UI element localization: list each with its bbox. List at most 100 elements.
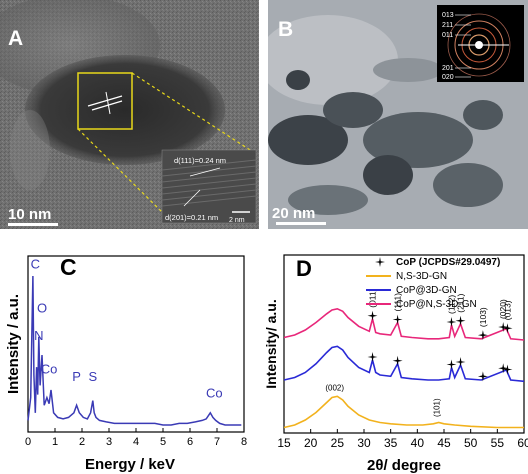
panel-a-scale-label: 10 nm <box>8 206 52 223</box>
d-peak-label-6: (013) <box>502 300 512 320</box>
panel-c-svg: 0 1 2 3 4 5 6 7 8 C ON Co P S Co Energy / keV Intensi… <box>5 255 247 473</box>
lattice-marker-1 <box>87 95 123 107</box>
panel-a-scale-bar <box>8 223 58 226</box>
d-star-blue-1 <box>392 355 403 366</box>
d-star-blue-2 <box>446 359 457 370</box>
inset-marker-2 <box>183 189 201 207</box>
saed-label-211: 211 <box>442 22 453 29</box>
inset-d201-label: d(201)=0.21 nm <box>165 213 218 222</box>
saed-label-011: 011 <box>442 32 453 39</box>
panel-c-y-axis-label: Intensity / a.u. <box>5 294 22 394</box>
c-element-label-2: N <box>34 328 43 343</box>
panel-d-peak-labels: (011) (111) (112) (211) (103) (020)(013) (002)… <box>325 288 512 417</box>
d-star-blue-4 <box>477 371 488 382</box>
saed-label-201: 201 <box>442 65 454 72</box>
d-star-pink-2 <box>446 317 457 327</box>
panel-a-svg: d(111)=0.24 nm d(201)=0.21 nm 2 nm <box>0 0 259 229</box>
xrd-line-0 <box>283 395 524 429</box>
lattice-marker-2 <box>91 100 123 111</box>
panel-b-label: B <box>278 18 294 41</box>
d-x-tick-label-9: 60 <box>517 436 528 450</box>
legend-entry-3: CoP@N,S-3D-GN <box>396 299 477 310</box>
saed-ring-leaders <box>455 14 471 78</box>
d-star-pink-1 <box>392 314 403 325</box>
panel-c-eds-chart: 0 1 2 3 4 5 6 7 8 C O N Co P S Co Energy / keV Intensi… <box>0 250 255 474</box>
particle-7 <box>288 185 368 215</box>
panel-c-plot-frame <box>27 255 245 433</box>
particle-5 <box>433 163 503 207</box>
legend-entry-1: N,S-3D-GN <box>396 271 447 282</box>
zoom-line-bottom <box>77 128 163 213</box>
c-element-label-3: Co <box>41 361 58 376</box>
c-x-tick-label-1: 1 <box>52 436 58 448</box>
particle-1 <box>268 115 348 165</box>
inset-d111-label: d(111)=0.24 nm <box>174 156 226 165</box>
xrd-line-2 <box>283 307 525 341</box>
inset-scale-label: 2 nm <box>229 217 245 224</box>
panel-d-x-ticks: 15 20 25 30 35 40 45 50 55 60 <box>277 429 528 450</box>
d-star-pink-4 <box>477 330 488 341</box>
selection-box <box>77 72 133 130</box>
d-x-tick-label-4: 35 <box>384 436 398 450</box>
d-peak-label-5: (020) <box>498 299 508 319</box>
c-element-label-4: P <box>72 369 81 384</box>
particle-9 <box>286 70 310 90</box>
panel-b-scale-label: 20 nm <box>272 205 316 222</box>
panel-d-plot-frame <box>283 254 525 434</box>
d-star-pink-5 <box>498 322 509 332</box>
d-x-tick-label-0: 15 <box>277 436 291 450</box>
particle-8 <box>373 58 443 82</box>
c-x-tick-label-8: 8 <box>241 436 247 448</box>
d-star-pink-6 <box>502 323 513 334</box>
legend-entry-2: CoP@3D-GN <box>396 285 457 296</box>
d-carbon-label-1: (101) <box>433 398 442 417</box>
panel-a-label: A <box>8 27 24 50</box>
panel-d-label: D <box>296 256 312 281</box>
c-element-label-6: Co <box>206 386 223 401</box>
inset-marker-1 <box>189 167 221 177</box>
d-x-tick-label-1: 20 <box>304 436 318 450</box>
cop-nanoparticle <box>25 55 225 165</box>
d-peak-label-1: (111) <box>393 293 403 312</box>
d-peak-label-3: (211) <box>456 293 466 312</box>
d-x-tick-label-3: 30 <box>357 436 371 450</box>
c-x-tick-label-5: 5 <box>160 436 166 448</box>
d-x-tick-label-7: 50 <box>464 436 478 450</box>
c-x-tick-label-4: 4 <box>133 436 139 448</box>
c-element-label-5: S <box>88 369 97 384</box>
panel-a-tem-image: d(111)=0.24 nm d(201)=0.21 nm 2 nm A 10 … <box>0 0 259 229</box>
eds-spectrum-line <box>27 275 242 426</box>
panel-d-xrd-chart: 15 20 25 30 35 40 45 50 55 60 (011) (111) (112) (211… <box>262 250 528 474</box>
panel-d-series-lines <box>283 307 525 429</box>
d-x-tick-label-8: 55 <box>491 436 505 450</box>
d-star-pink-0 <box>367 310 378 321</box>
c-x-tick-label-0: 0 <box>25 436 31 448</box>
d-x-tick-label-5: 40 <box>411 436 425 450</box>
d-peak-label-0: (011) <box>368 288 378 307</box>
c-x-tick-label-7: 7 <box>214 436 220 448</box>
d-peak-label-4: (103) <box>478 307 488 327</box>
particle-6 <box>463 100 503 130</box>
c-element-label-1: O <box>37 300 47 315</box>
panel-d-svg: 15 20 25 30 35 40 45 50 55 60 (011) (111) (112) (211… <box>263 254 528 474</box>
panel-d-y-axis-label: Intensity/ a.u. <box>263 299 279 388</box>
d-star-blue-6 <box>502 364 513 375</box>
d-x-tick-label-2: 25 <box>331 436 345 450</box>
panel-d-x-axis-label: 2θ/ degree <box>367 457 441 474</box>
d-x-tick-label-6: 45 <box>437 436 451 450</box>
d-peak-label-2: (112) <box>446 295 456 314</box>
panel-d-cop-peak-markers <box>367 310 513 382</box>
c-element-label-0: C <box>31 256 40 271</box>
panel-d-legend: CoP (JCPDS#29.0497) N,S-3D-GN CoP@3D-GN CoP… <box>366 257 500 310</box>
panel-b-svg: 013 211 011 201 020 <box>268 0 528 229</box>
c-x-tick-label-2: 2 <box>79 436 85 448</box>
c-x-tick-label-6: 6 <box>187 436 193 448</box>
panel-c-x-axis-label: Energy / keV <box>85 456 175 473</box>
saed-ring-labels: 013 211 011 201 020 <box>442 12 454 81</box>
saed-label-020: 020 <box>442 74 454 81</box>
particle-2 <box>323 92 383 128</box>
particle-4 <box>363 155 413 195</box>
panel-b-scale-bar <box>276 222 326 225</box>
graphene-sheet <box>10 110 50 190</box>
legend-star-marker <box>375 257 385 267</box>
